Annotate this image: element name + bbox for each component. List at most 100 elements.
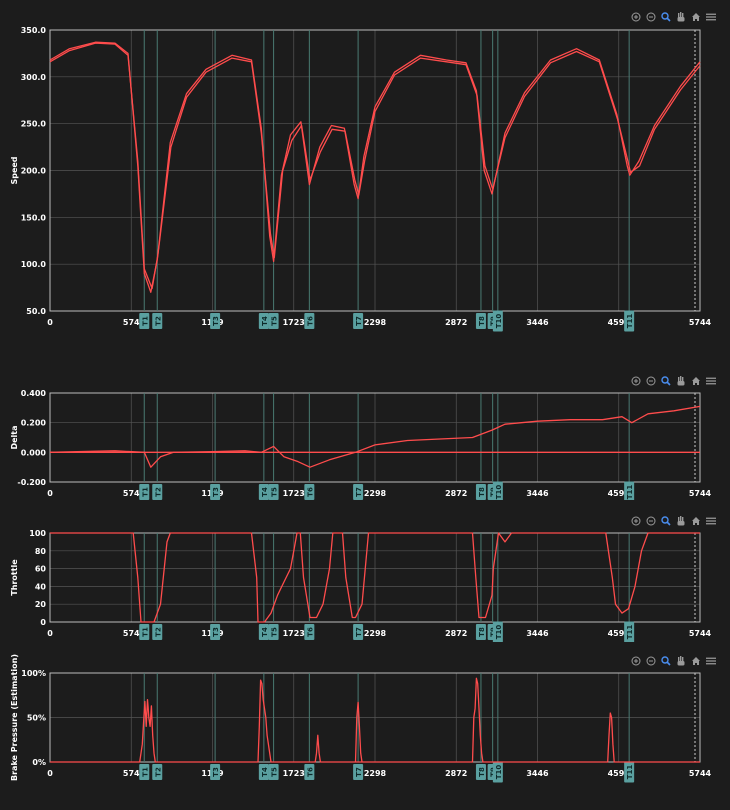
turn-tag: T7 bbox=[353, 764, 364, 780]
turn-tag-label: T4 bbox=[261, 627, 269, 637]
turn-tag-bg bbox=[152, 764, 163, 780]
series-line-0 bbox=[50, 677, 700, 763]
magnifier-icon[interactable] bbox=[661, 12, 671, 22]
turn-tag-bg bbox=[139, 624, 150, 640]
turn-tag-bg bbox=[258, 484, 269, 500]
turn-tag-bg bbox=[258, 313, 269, 329]
turn-tag: T6 bbox=[304, 484, 315, 500]
menu-icon[interactable] bbox=[706, 376, 716, 386]
turn-tag-bg bbox=[268, 484, 279, 500]
toolbar bbox=[631, 376, 716, 386]
turn-tag-label: T8 bbox=[478, 767, 486, 777]
pan-hand-icon[interactable] bbox=[676, 376, 686, 386]
y-tick-label: 80 bbox=[35, 547, 47, 556]
home-icon[interactable] bbox=[691, 516, 701, 526]
zoom-in-icon[interactable] bbox=[631, 376, 641, 386]
x-tick-label: 574 bbox=[123, 769, 140, 778]
pan-hand-icon[interactable] bbox=[676, 516, 686, 526]
speed-chart: 350.0300.0250.0200.0150.0100.050.0057411… bbox=[10, 26, 712, 332]
turn-tag-bg bbox=[624, 761, 635, 783]
turn-tag: T8 bbox=[475, 313, 486, 329]
zoom-out-icon[interactable] bbox=[646, 516, 656, 526]
turn-tag-label: T3 bbox=[212, 627, 220, 637]
turn-tag: T5 bbox=[268, 313, 279, 329]
delta-panel: 0.4000.2000.000-0.2000574114917232298287… bbox=[0, 372, 730, 500]
y-tick-label: 0.200 bbox=[21, 419, 47, 428]
y-tick-label: 20 bbox=[35, 600, 47, 609]
turn-tag: T11 bbox=[624, 621, 635, 642]
turn-tag-label: T4 bbox=[261, 487, 269, 497]
zoom-in-icon[interactable] bbox=[631, 656, 641, 666]
turn-tag-label: T10 bbox=[495, 314, 503, 329]
turn-tag-label: T11 bbox=[626, 625, 634, 640]
home-icon[interactable] bbox=[691, 12, 701, 22]
menu-icon[interactable] bbox=[706, 656, 716, 666]
series-line-1 bbox=[354, 701, 363, 763]
turn-tag: T5 bbox=[268, 764, 279, 780]
plot-border bbox=[49, 29, 701, 312]
turn-tag: T11 bbox=[624, 761, 635, 783]
x-tick-label: 2298 bbox=[364, 489, 387, 498]
zoom-out-icon[interactable] bbox=[646, 376, 656, 386]
throttle-chart: 1008060402000574114917232298287234464595… bbox=[10, 529, 712, 642]
turn-tag-bg bbox=[152, 624, 163, 640]
turn-tag-bg bbox=[210, 313, 221, 329]
zoom-out-icon[interactable] bbox=[646, 656, 656, 666]
turn-tag-label: T11 bbox=[626, 314, 634, 329]
x-tick-label: 0 bbox=[47, 489, 53, 498]
turn-tag: T4 bbox=[258, 624, 269, 640]
pan-hand-icon[interactable] bbox=[676, 12, 686, 22]
turn-tag: T2 bbox=[152, 624, 163, 640]
turn-tag-label: T5 bbox=[271, 487, 279, 497]
magnifier-icon[interactable] bbox=[661, 376, 671, 386]
turn-tag-bg bbox=[210, 624, 221, 640]
x-tick-label: 574 bbox=[123, 629, 140, 638]
turn-tag: T10 bbox=[492, 761, 503, 783]
y-axis-label: Speed bbox=[10, 156, 19, 184]
turn-tag: T1 bbox=[139, 313, 150, 329]
brake-panel: 100%50%0%0574114917232298287234464595574… bbox=[0, 652, 730, 810]
y-tick-label: 200.0 bbox=[21, 167, 47, 176]
magnifier-icon[interactable] bbox=[661, 516, 671, 526]
toolbar bbox=[631, 656, 716, 666]
turn-tag-bg bbox=[624, 481, 635, 500]
turn-tag-bg bbox=[353, 624, 364, 640]
turn-tag-label: T2 bbox=[154, 627, 162, 637]
y-tick-label: 60 bbox=[35, 565, 47, 574]
turn-tag-bg bbox=[353, 484, 364, 500]
turn-tag-label: T3 bbox=[212, 767, 220, 777]
menu-icon[interactable] bbox=[706, 516, 716, 526]
magnifier-icon[interactable] bbox=[661, 656, 671, 666]
turn-tag: T5 bbox=[268, 624, 279, 640]
zoom-in-icon[interactable] bbox=[631, 516, 641, 526]
zoom-in-icon[interactable] bbox=[631, 12, 641, 22]
turn-tag: T8 bbox=[475, 624, 486, 640]
y-tick-label: 40 bbox=[35, 582, 47, 591]
turn-tag: T10 bbox=[492, 310, 503, 332]
y-tick-label: 300.0 bbox=[21, 73, 47, 82]
zoom-out-icon[interactable] bbox=[646, 12, 656, 22]
x-tick-label: 3446 bbox=[526, 489, 549, 498]
turn-tag-label: T5 bbox=[271, 767, 279, 777]
turn-tag-label: T7 bbox=[355, 627, 363, 637]
home-icon[interactable] bbox=[691, 376, 701, 386]
y-tick-label: 100.0 bbox=[21, 260, 47, 269]
turn-tag-bg bbox=[139, 484, 150, 500]
turn-tag-label: T11 bbox=[626, 485, 634, 500]
turn-tag-label: T3 bbox=[212, 487, 220, 497]
delta-chart: 0.4000.2000.000-0.2000574114917232298287… bbox=[10, 389, 712, 500]
x-tick-label: 574 bbox=[123, 318, 140, 327]
x-tick-label: 2872 bbox=[445, 769, 467, 778]
turn-tag: T3 bbox=[210, 484, 221, 500]
y-tick-label: 0 bbox=[40, 618, 46, 627]
x-tick-label: 0 bbox=[47, 318, 53, 327]
pan-hand-icon[interactable] bbox=[676, 656, 686, 666]
y-tick-label: 0% bbox=[32, 758, 46, 767]
turn-tag: T2 bbox=[152, 313, 163, 329]
turn-tag-bg bbox=[210, 484, 221, 500]
menu-icon[interactable] bbox=[706, 12, 716, 22]
turn-tag-bg bbox=[210, 764, 221, 780]
turn-tag-label: T2 bbox=[154, 316, 162, 326]
home-icon[interactable] bbox=[691, 656, 701, 666]
turn-tag: T7 bbox=[353, 484, 364, 500]
